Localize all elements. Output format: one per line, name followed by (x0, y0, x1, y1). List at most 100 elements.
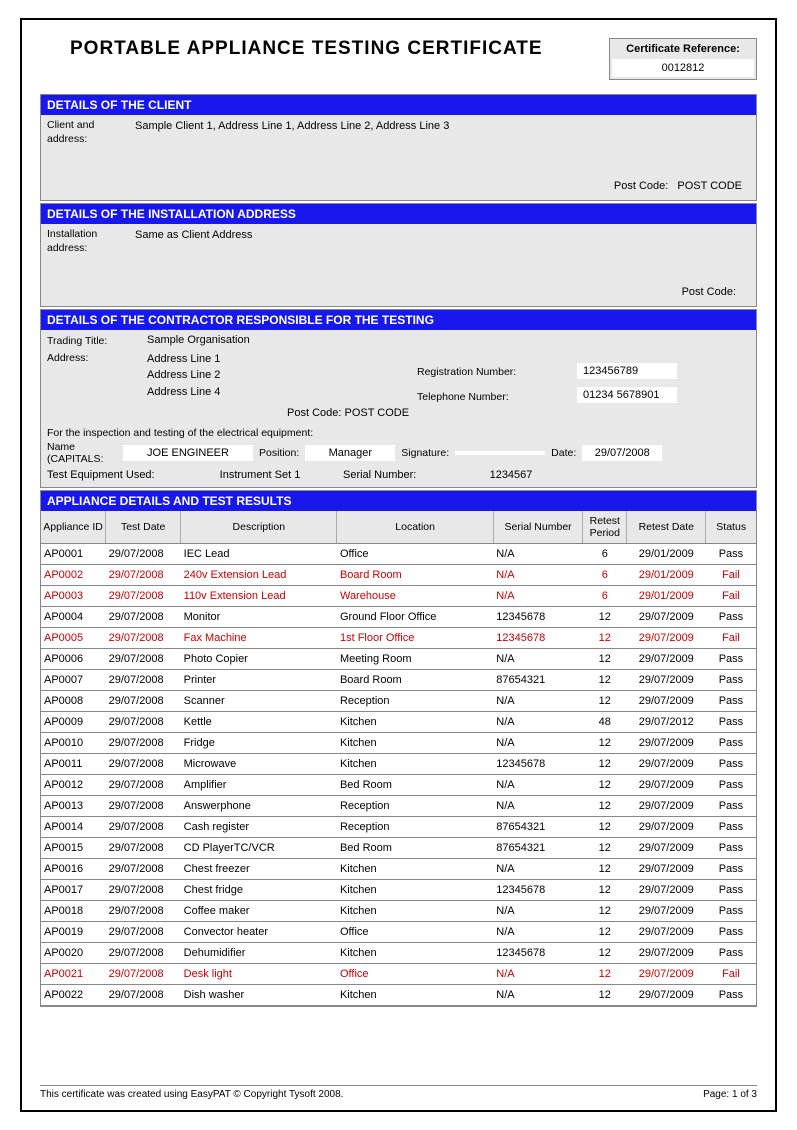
cell-serial: N/A (493, 732, 583, 753)
cell-serial: 12345678 (493, 942, 583, 963)
cell-desc: CD PlayerTC/VCR (181, 837, 337, 858)
cell-id: AP0022 (41, 984, 106, 1005)
cell-date: 29/07/2008 (106, 921, 181, 942)
cell-rdate: 29/07/2009 (627, 900, 706, 921)
section-contractor: DETAILS OF THE CONTRACTOR RESPONSIBLE FO… (40, 309, 757, 488)
cell-serial: N/A (493, 963, 583, 984)
cell-loc: Kitchen (337, 858, 493, 879)
cell-retest: 12 (583, 627, 627, 648)
cell-status: Pass (706, 669, 756, 690)
cell-retest: 6 (583, 564, 627, 585)
name-value: JOE ENGINEER (123, 445, 253, 461)
signature-label: Signature: (401, 447, 449, 459)
signature-value (455, 451, 545, 455)
cell-id: AP0020 (41, 942, 106, 963)
cell-status: Fail (706, 627, 756, 648)
cell-id: AP0004 (41, 606, 106, 627)
client-postcode-label: Post Code: (614, 180, 668, 192)
section-install: DETAILS OF THE INSTALLATION ADDRESS Inst… (40, 203, 757, 306)
cell-retest: 6 (583, 585, 627, 606)
cell-id: AP0017 (41, 879, 106, 900)
footer-right: Page: 1 of 3 (703, 1089, 757, 1100)
cell-serial: N/A (493, 795, 583, 816)
cell-serial: N/A (493, 690, 583, 711)
cell-desc: Convector heater (181, 921, 337, 942)
cell-serial: 87654321 (493, 669, 583, 690)
cell-status: Pass (706, 921, 756, 942)
table-row: AP000529/07/2008Fax Machine1st Floor Off… (41, 627, 756, 648)
cell-retest: 12 (583, 900, 627, 921)
equipment-label: Test Equipment Used: (47, 469, 177, 481)
cell-desc: Photo Copier (181, 648, 337, 669)
col-location: Location (337, 511, 493, 544)
cell-date: 29/07/2008 (106, 690, 181, 711)
cell-date: 29/07/2008 (106, 900, 181, 921)
col-test-date: Test Date (106, 511, 181, 544)
name-label: Name (CAPITALS: (47, 441, 117, 465)
cell-desc: Coffee maker (181, 900, 337, 921)
table-row: AP002029/07/2008DehumidifierKitchen12345… (41, 942, 756, 963)
cell-retest: 12 (583, 669, 627, 690)
cell-retest: 12 (583, 984, 627, 1005)
cell-serial: 12345678 (493, 627, 583, 648)
date-label: Date: (551, 447, 576, 459)
cell-rdate: 29/07/2009 (627, 984, 706, 1005)
cell-status: Pass (706, 753, 756, 774)
cell-desc: Chest freezer (181, 858, 337, 879)
cell-loc: Bed Room (337, 837, 493, 858)
table-row: AP001329/07/2008AnswerphoneReceptionN/A1… (41, 795, 756, 816)
table-row: AP000729/07/2008PrinterBoard Room8765432… (41, 669, 756, 690)
cell-status: Pass (706, 942, 756, 963)
table-row: AP002229/07/2008Dish washerKitchenN/A122… (41, 984, 756, 1005)
cell-status: Pass (706, 732, 756, 753)
cell-rdate: 29/07/2009 (627, 858, 706, 879)
cell-retest: 12 (583, 753, 627, 774)
cell-loc: Kitchen (337, 732, 493, 753)
cell-rdate: 29/01/2009 (627, 564, 706, 585)
cell-date: 29/07/2008 (106, 837, 181, 858)
serial-label: Serial Number: (343, 469, 443, 481)
cell-status: Pass (706, 984, 756, 1005)
table-row: AP000129/07/2008IEC LeadOfficeN/A629/01/… (41, 543, 756, 564)
cell-date: 29/07/2008 (106, 963, 181, 984)
cell-id: AP0016 (41, 858, 106, 879)
cell-loc: Office (337, 963, 493, 984)
cell-loc: Office (337, 921, 493, 942)
cell-retest: 12 (583, 963, 627, 984)
cell-serial: N/A (493, 543, 583, 564)
cell-loc: Kitchen (337, 984, 493, 1005)
cell-desc: Fridge (181, 732, 337, 753)
cert-ref-label: Certificate Reference: (610, 39, 756, 57)
cell-date: 29/07/2008 (106, 585, 181, 606)
cell-date: 29/07/2008 (106, 648, 181, 669)
cell-id: AP0015 (41, 837, 106, 858)
col-status: Status (706, 511, 756, 544)
cell-loc: Kitchen (337, 711, 493, 732)
table-row: AP000329/07/2008110v Extension LeadWareh… (41, 585, 756, 606)
cell-status: Pass (706, 900, 756, 921)
cell-status: Pass (706, 543, 756, 564)
cell-loc: Reception (337, 690, 493, 711)
cell-desc: 240v Extension Lead (181, 564, 337, 585)
certificate-container: PORTABLE APPLIANCE TESTING CERTIFICATE C… (20, 18, 777, 1112)
cell-retest: 6 (583, 543, 627, 564)
equipment-value: Instrument Set 1 (185, 469, 335, 481)
cell-id: AP0002 (41, 564, 106, 585)
cell-rdate: 29/07/2009 (627, 648, 706, 669)
cell-serial: N/A (493, 984, 583, 1005)
cell-loc: Warehouse (337, 585, 493, 606)
inspection-text: For the inspection and testing of the el… (47, 421, 750, 441)
page: PORTABLE APPLIANCE TESTING CERTIFICATE C… (0, 0, 797, 1130)
cell-id: AP0005 (41, 627, 106, 648)
section-install-title: DETAILS OF THE INSTALLATION ADDRESS (41, 204, 756, 224)
table-row: AP001729/07/2008Chest fridgeKitchen12345… (41, 879, 756, 900)
cell-status: Pass (706, 606, 756, 627)
cell-id: AP0014 (41, 816, 106, 837)
section-client: DETAILS OF THE CLIENT Client and address… (40, 94, 757, 201)
cell-desc: Chest fridge (181, 879, 337, 900)
cell-retest: 12 (583, 795, 627, 816)
cell-rdate: 29/01/2009 (627, 585, 706, 606)
cell-retest: 12 (583, 774, 627, 795)
date-value: 29/07/2008 (582, 445, 662, 461)
results-header-row: Appliance ID Test Date Description Locat… (41, 511, 756, 544)
